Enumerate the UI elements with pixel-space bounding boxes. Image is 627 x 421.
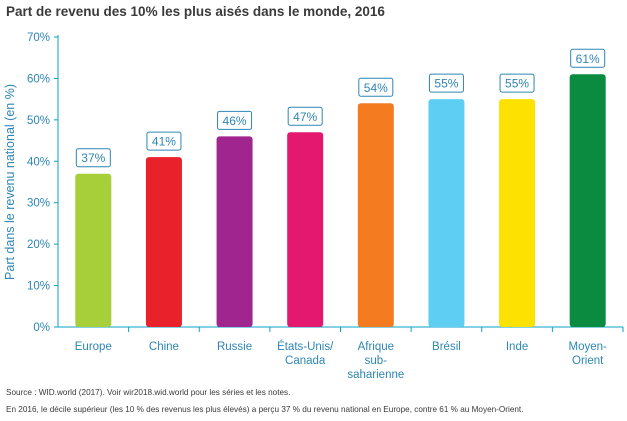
bar	[145, 157, 182, 327]
data-label-box	[287, 106, 323, 126]
bar	[75, 173, 112, 327]
bar	[287, 132, 324, 327]
data-label-box	[428, 73, 464, 93]
data-label: 61%	[576, 52, 600, 66]
data-label-box	[217, 110, 253, 130]
data-label: 47%	[293, 110, 317, 124]
y-tick-label: 70%	[27, 32, 50, 44]
y-tick-label: 50%	[27, 115, 50, 127]
data-label: 37%	[81, 151, 105, 165]
caption-note: En 2016, le décile supérieur (les 10 % d…	[6, 405, 524, 414]
x-tick-label: Inde	[506, 341, 528, 353]
bar	[428, 99, 465, 328]
x-tick-label: Moyen-Orient	[569, 341, 608, 367]
x-tick-label: Chine	[149, 341, 179, 353]
bar	[357, 103, 394, 328]
y-tick-label: 40%	[27, 156, 50, 168]
x-tick-label: Russie	[217, 341, 252, 353]
data-label: 46%	[223, 114, 247, 128]
data-label: 54%	[364, 81, 388, 95]
data-label: 55%	[434, 77, 458, 91]
data-label-box	[75, 148, 111, 168]
data-label-box	[146, 131, 182, 151]
x-tick-label: Brésil	[432, 341, 461, 353]
y-tick-label: 30%	[27, 198, 50, 210]
data-label: 55%	[505, 77, 529, 91]
y-tick-label: 0%	[33, 322, 50, 334]
x-tick-label: Afrique sub-saharienne	[347, 341, 404, 381]
y-tick-label: 60%	[27, 73, 50, 85]
bar	[499, 99, 536, 328]
data-label-box	[499, 73, 535, 93]
chart-title: Part de revenu des 10% les plus aisés da…	[6, 4, 385, 19]
y-tick-label: 20%	[27, 239, 50, 251]
bar-chart: Part dans le revenu national (en %) 0% 10%…	[3, 32, 624, 381]
x-tick-label: Europe	[75, 341, 112, 353]
source-note: Source : WID.world (2017). Voir wir2018.…	[6, 388, 291, 397]
bar	[216, 136, 253, 327]
data-label-box	[358, 77, 394, 97]
data-label: 41%	[152, 135, 176, 149]
data-label-box	[570, 48, 606, 68]
bar	[569, 74, 606, 328]
y-axis-title: Part dans le revenu national (en %)	[3, 84, 17, 280]
y-tick-label: 10%	[27, 281, 50, 293]
x-tick-label: États-Unis/Canada	[277, 340, 334, 367]
